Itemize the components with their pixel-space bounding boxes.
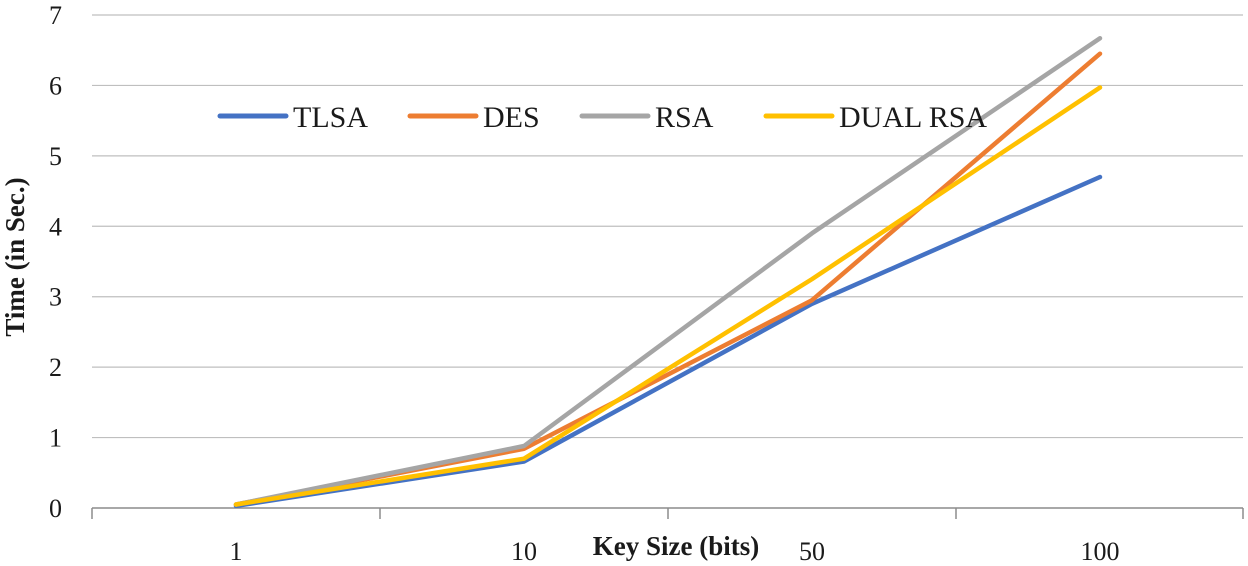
series-line-rsa bbox=[233, 35, 1103, 507]
legend-label-dual-rsa: DUAL RSA bbox=[839, 101, 987, 134]
y-axis-ticks: 0 1 2 3 4 5 6 7 bbox=[49, 1, 62, 523]
gridlines bbox=[92, 14, 1243, 439]
y-tick-label-0: 0 bbox=[49, 494, 62, 523]
y-tick-label-1: 1 bbox=[49, 424, 62, 453]
x-tick-label-100: 100 bbox=[1081, 537, 1120, 566]
x-axis-ticks: 1 10 50 100 bbox=[230, 537, 1120, 566]
series-line-dual-rsa bbox=[233, 85, 1103, 507]
y-tick-label-2: 2 bbox=[49, 353, 62, 382]
x-tick-label-50: 50 bbox=[799, 537, 825, 566]
axes bbox=[91, 507, 1244, 519]
y-tick-label-5: 5 bbox=[49, 142, 62, 171]
legend-label-rsa: RSA bbox=[655, 101, 714, 134]
legend: TLSA DES RSA DUAL RSA bbox=[217, 101, 987, 134]
legend-label-tlsa: TLSA bbox=[293, 101, 368, 134]
y-tick-label-3: 3 bbox=[49, 283, 62, 312]
y-axis-title: Time (in Sec.) bbox=[0, 177, 30, 336]
y-tick-label-7: 7 bbox=[49, 1, 62, 30]
y-tick-label-4: 4 bbox=[49, 212, 62, 241]
legend-label-des: DES bbox=[483, 101, 540, 134]
series-lines bbox=[233, 35, 1103, 509]
x-axis-title: Key Size (bits) bbox=[593, 531, 759, 561]
x-tick-label-1: 1 bbox=[230, 537, 243, 566]
x-tick-label-10: 10 bbox=[511, 537, 537, 566]
y-tick-label-6: 6 bbox=[49, 71, 62, 100]
